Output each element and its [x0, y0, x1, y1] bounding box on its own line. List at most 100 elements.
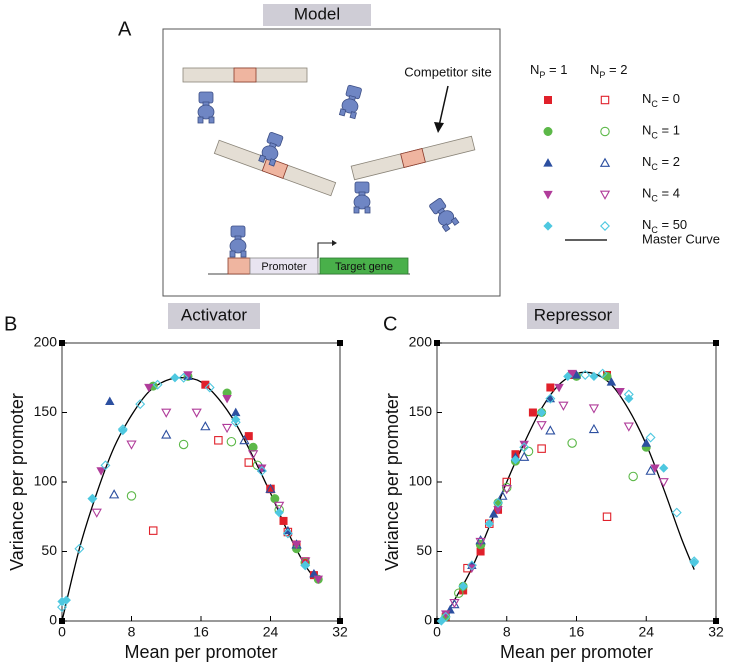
marker [148, 526, 158, 535]
y-axis-label: Variance per promoter [382, 393, 402, 571]
master-curve [61, 377, 319, 622]
diagram [182, 67, 476, 275]
legend-label: NC = 50 [642, 217, 687, 235]
marker [543, 96, 552, 105]
text-part: = 4 [658, 186, 680, 201]
x-tick-label: 32 [708, 624, 724, 640]
promoter-label: Promoter [261, 261, 307, 273]
marker [543, 190, 553, 200]
marker [567, 438, 577, 448]
marker [510, 455, 521, 465]
marker [126, 491, 137, 501]
model-title: Model [294, 4, 340, 23]
text-part: N [590, 62, 599, 77]
marker [543, 158, 553, 167]
legend-label: NC = 4 [642, 186, 680, 204]
panel-label: C [383, 313, 397, 335]
panel-label: B [4, 313, 17, 335]
x-tick-label: 16 [193, 624, 209, 640]
marker [191, 408, 202, 418]
marker [536, 421, 547, 431]
text-part: = 2 [658, 154, 680, 169]
y-tick-label: 0 [49, 612, 57, 628]
text-part: = 1 [545, 62, 567, 77]
marker [563, 371, 573, 381]
marker [545, 425, 556, 435]
marker [488, 509, 499, 518]
corner [713, 340, 719, 346]
legend-label: NC = 0 [642, 91, 680, 109]
marker [600, 95, 610, 105]
marker [313, 575, 323, 585]
marker [61, 595, 71, 605]
plot-frame [436, 342, 717, 622]
marker [580, 369, 591, 380]
y-tick-label: 100 [409, 473, 433, 489]
marker [108, 489, 120, 499]
marker [96, 467, 106, 476]
marker [144, 383, 154, 393]
chart-title: Repressor [534, 305, 613, 324]
marker [623, 422, 634, 432]
y-tick-label: 100 [34, 473, 58, 489]
marker [91, 508, 102, 518]
marker [600, 221, 610, 231]
marker [231, 414, 241, 425]
marker [600, 126, 610, 137]
marker [291, 540, 302, 550]
y-tick-label: 200 [34, 334, 58, 350]
marker [152, 379, 163, 390]
marker [493, 497, 504, 508]
marker [689, 557, 699, 568]
text-part: = 2 [605, 62, 627, 77]
legend-header: NP = 2 [590, 62, 627, 80]
text-part: N [642, 91, 651, 106]
marker [248, 442, 258, 452]
marker [645, 465, 656, 475]
x-axis-label: Mean per promoter [500, 642, 653, 662]
gene-label: Target gene [335, 261, 393, 273]
x-tick-label: 8 [503, 624, 511, 640]
marker [602, 371, 612, 381]
text-part: = 1 [658, 123, 680, 138]
y-tick-label: 150 [409, 403, 433, 419]
marker [624, 393, 634, 404]
marker [599, 157, 611, 167]
text-sub: C [651, 162, 658, 172]
marker [87, 494, 98, 504]
marker [543, 127, 553, 137]
panel-label: A [118, 18, 132, 40]
text-sub: P [599, 70, 605, 80]
text-part: = 50 [658, 217, 687, 232]
corner [337, 340, 343, 346]
marker [528, 408, 537, 417]
marker [599, 190, 611, 200]
text-sub: C [651, 99, 658, 109]
marker [265, 483, 276, 493]
title-box [168, 303, 260, 329]
plot-frame [61, 342, 341, 622]
x-tick-label: 24 [263, 624, 279, 640]
x-tick-label: 0 [58, 624, 66, 640]
title-box [263, 4, 371, 26]
marker [589, 371, 599, 381]
text-part: N [642, 123, 651, 138]
y-tick-label: 50 [416, 542, 432, 558]
text-part: N [642, 217, 651, 232]
marker [571, 370, 582, 379]
x-tick-label: 8 [128, 624, 136, 640]
marker [105, 396, 115, 406]
text-sub: C [651, 194, 658, 204]
y-tick-label: 150 [34, 403, 58, 419]
x-tick-label: 16 [569, 624, 585, 640]
marker [214, 436, 223, 445]
marker [641, 438, 651, 447]
marker [658, 478, 669, 488]
marker [256, 465, 267, 476]
marker [501, 485, 512, 495]
marker [118, 425, 128, 436]
marker [588, 404, 600, 414]
marker [606, 377, 617, 386]
marker [247, 450, 259, 460]
